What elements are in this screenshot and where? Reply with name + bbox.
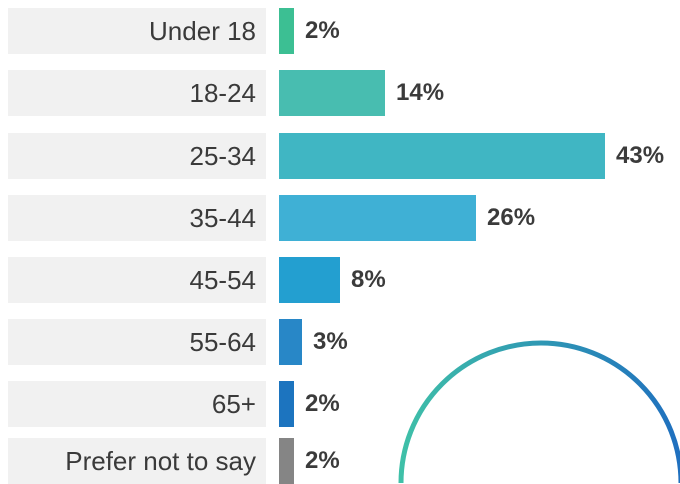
bar (279, 257, 340, 303)
value-label: 3% (313, 328, 348, 355)
bar (279, 381, 294, 427)
value-label: 2% (305, 447, 340, 474)
category-label: 55-64 (8, 319, 266, 365)
category-label: Prefer not to say (8, 438, 266, 484)
value-label: 14% (396, 79, 445, 106)
bar (279, 438, 294, 484)
value-label: 26% (487, 204, 536, 231)
category-label: 18-24 (8, 70, 266, 116)
category-label: 45-54 (8, 257, 266, 303)
bar (279, 319, 302, 365)
bar (279, 195, 476, 241)
value-label: 2% (305, 17, 340, 44)
category-label: 35-44 (8, 195, 266, 241)
bar (279, 133, 605, 179)
decorative-arc-stroke (398, 340, 680, 483)
category-label: 65+ (8, 381, 266, 427)
value-label: 2% (305, 390, 340, 417)
category-label: 25-34 (8, 133, 266, 179)
value-label: 8% (351, 266, 386, 293)
bar (279, 8, 294, 54)
bar (279, 70, 385, 116)
value-label: 43% (616, 142, 665, 169)
category-label: Under 18 (8, 8, 266, 54)
